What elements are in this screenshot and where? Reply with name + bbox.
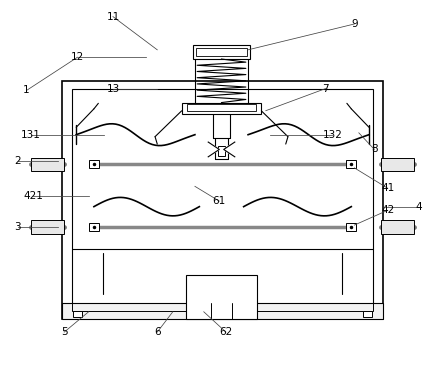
Bar	[72, 303, 373, 311]
Bar	[31, 158, 64, 171]
Text: 2: 2	[15, 155, 21, 166]
Text: 7: 7	[323, 83, 329, 94]
Text: 61: 61	[213, 196, 226, 206]
Bar	[62, 81, 383, 319]
Bar	[363, 311, 372, 317]
Bar	[73, 311, 82, 317]
Bar	[381, 220, 414, 234]
Text: 4: 4	[416, 201, 422, 212]
Bar	[381, 158, 414, 171]
Bar	[89, 160, 99, 168]
Text: 9: 9	[351, 19, 358, 29]
Bar	[193, 45, 250, 59]
Text: 421: 421	[23, 190, 43, 201]
Bar	[187, 104, 256, 111]
Bar	[346, 160, 356, 168]
Bar	[89, 223, 99, 231]
Polygon shape	[208, 142, 219, 157]
Bar	[62, 303, 383, 319]
Bar	[196, 48, 247, 56]
Text: 13: 13	[106, 83, 120, 94]
Text: 1: 1	[23, 85, 30, 96]
Text: 5: 5	[61, 327, 67, 337]
Text: 6: 6	[154, 327, 160, 337]
Text: 42: 42	[381, 205, 394, 215]
Bar	[72, 89, 373, 311]
Bar	[218, 146, 225, 156]
Text: 41: 41	[381, 183, 394, 193]
Bar	[31, 220, 64, 234]
Bar	[182, 103, 261, 114]
Bar	[346, 223, 356, 231]
Text: 132: 132	[323, 130, 342, 140]
Text: 131: 131	[21, 130, 41, 140]
Text: 62: 62	[219, 327, 233, 337]
Polygon shape	[224, 142, 235, 157]
Text: 11: 11	[106, 11, 120, 22]
Bar	[186, 275, 257, 319]
Text: 3: 3	[15, 222, 21, 232]
Text: 12: 12	[71, 52, 84, 62]
Text: 8: 8	[371, 144, 377, 155]
